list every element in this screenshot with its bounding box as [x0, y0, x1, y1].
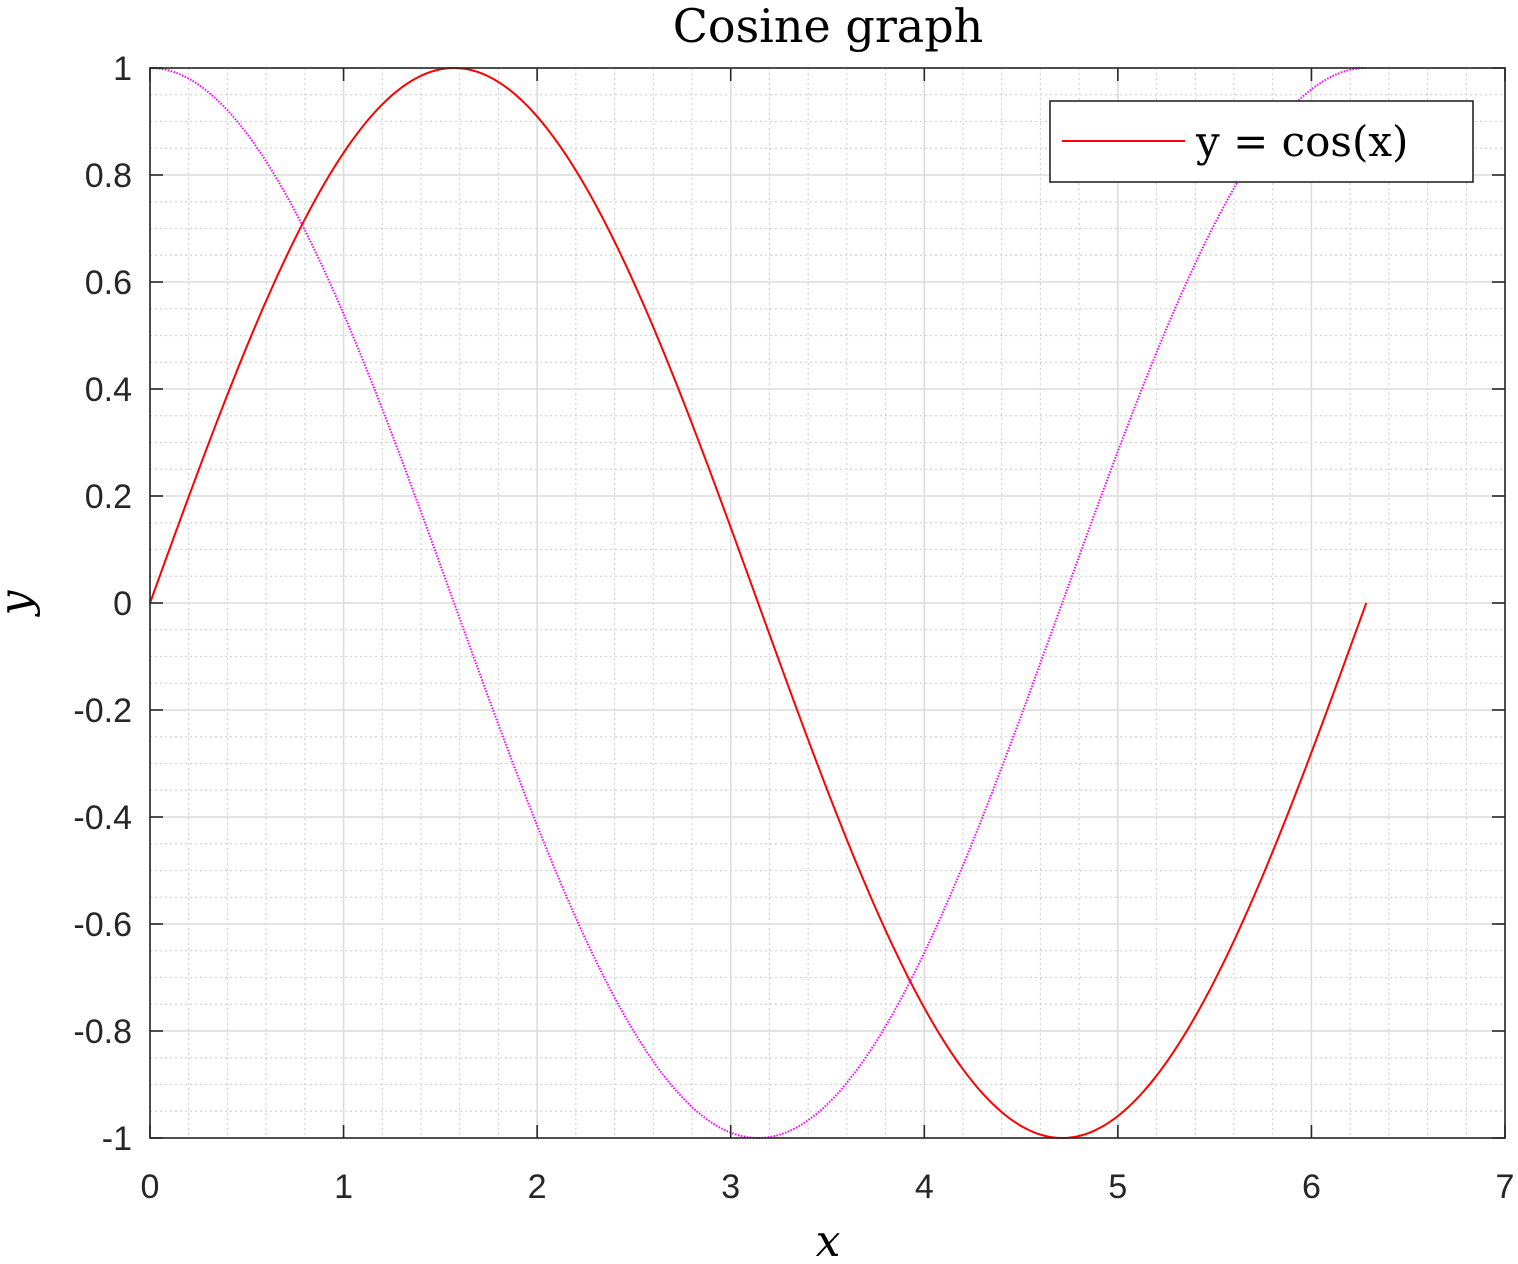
series-line-1	[149, 66, 1368, 1140]
x-axis-label: x	[816, 1216, 841, 1264]
y-tick-label: -0.8	[73, 1013, 132, 1051]
y-axis-label: y	[0, 589, 41, 617]
y-tick-label: 0.6	[85, 264, 132, 302]
y-tick-label: 0	[113, 585, 132, 623]
y-tick-label: 0.2	[85, 478, 132, 516]
legend-label: y = cos(x)	[1195, 117, 1408, 166]
y-tick-label: -0.6	[73, 906, 132, 944]
legend: y = cos(x)	[1049, 100, 1474, 183]
y-tick-label: 0.8	[85, 157, 132, 195]
y-tick-labels: -1 -0.8 -0.6 -0.4 -0.2 0 0.2 0.4 0.6 0.8 1	[73, 50, 132, 1158]
x-tick-label: 2	[528, 1168, 547, 1206]
x-tick-label: 4	[915, 1168, 934, 1206]
y-tick-label: -1	[102, 1120, 132, 1158]
x-tick-label: 3	[721, 1168, 740, 1206]
x-tick-label: 5	[1108, 1168, 1127, 1206]
series-layer	[149, 66, 1368, 1140]
y-tick-label: 0.4	[85, 371, 132, 409]
tick-marks	[149, 67, 1506, 1139]
y-tick-label: -0.2	[73, 692, 132, 730]
x-tick-label: 7	[1496, 1168, 1515, 1206]
x-tick-label: 1	[334, 1168, 353, 1206]
x-tick-labels: 0 1 2 3 4 5 6 7	[141, 1168, 1515, 1206]
y-tick-label: 1	[113, 50, 132, 88]
x-tick-label: 6	[1302, 1168, 1321, 1206]
x-tick-label: 0	[141, 1168, 160, 1206]
series-line-2	[149, 67, 1367, 1140]
y-tick-label: -0.4	[73, 799, 132, 837]
chart-title: Cosine graph	[673, 0, 984, 53]
